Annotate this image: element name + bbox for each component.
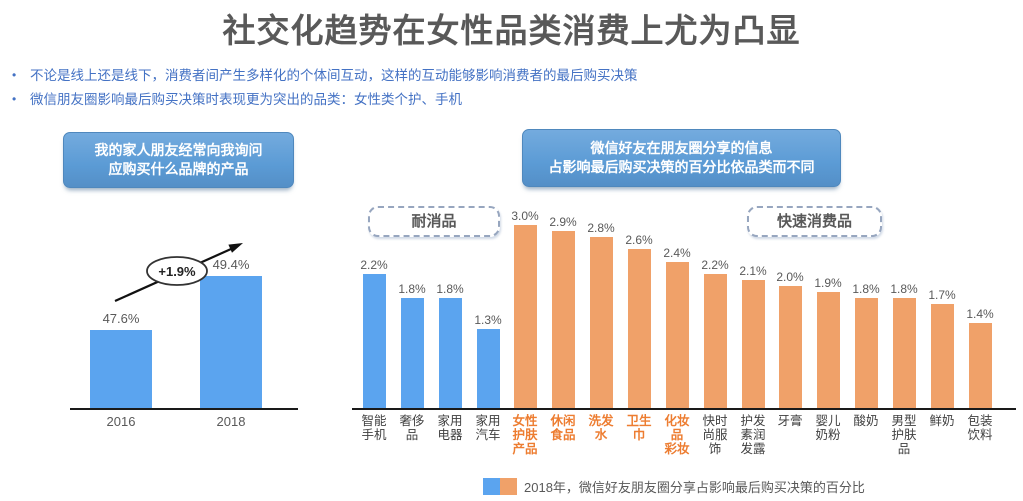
category-label: 快时 尚服 饰	[702, 414, 728, 456]
left-chart-header-box: 我的家人朋友经常向我询问 应购买什么品牌的产品	[63, 132, 294, 188]
category-label: 家用 汽车	[475, 414, 501, 442]
bar-value-label: 1.8%	[436, 282, 464, 296]
category-label: 护发 素润 发露	[740, 414, 766, 456]
bar	[893, 298, 916, 408]
legend: 2018年，微信好友朋友圈分享占影响最后购买决策的百分比	[483, 477, 865, 496]
bullet-list: • 不论是线上还是线下，消费者间产生多样化的个体间互动，这样的互动能够影响消费者…	[12, 67, 1002, 115]
bar	[552, 231, 575, 408]
fmcg-group-box: 快速消费品	[747, 206, 882, 237]
bar-value-label: 3.0%	[511, 209, 539, 223]
bar-value-label: 2.4%	[663, 246, 691, 260]
category-label: 女性 护肤 产品	[512, 414, 538, 456]
right-chart-header-line2: 占影响最后购买决策的百分比依品类而不同	[548, 159, 815, 175]
category-label: 男型 护肤 品	[891, 414, 917, 456]
category-label: 鲜奶	[929, 414, 955, 428]
left-chart-x-axis-line	[70, 408, 298, 410]
bar	[363, 274, 386, 408]
bar-value-label: 2.8%	[587, 221, 615, 235]
bar-value-label: 1.9%	[814, 276, 842, 290]
bar	[477, 329, 500, 408]
bar-value-label: 2.1%	[739, 264, 767, 278]
bullet-item: • 微信朋友圈影响最后购买决策时表现更为突出的品类：女性类个护、手机	[12, 91, 1002, 108]
bar	[704, 274, 727, 408]
year-label: 2016	[106, 414, 136, 429]
bar-value-label: 1.8%	[890, 282, 918, 296]
bar-value-label: 2.6%	[625, 233, 653, 247]
bar	[439, 298, 462, 408]
bar-value-label: 2.2%	[701, 258, 729, 272]
bar-value-label: 49.4%	[212, 257, 250, 272]
bar	[514, 225, 537, 408]
bar	[931, 304, 954, 408]
trend-arrow-head-icon	[228, 243, 243, 253]
category-label: 休闲 食品	[550, 414, 576, 442]
right-chart-x-axis-line	[352, 408, 1016, 410]
bar	[817, 292, 840, 408]
right-chart-header-line1: 微信好友在朋友圈分享的信息	[590, 140, 773, 156]
bar	[742, 280, 765, 408]
bullet-dot-icon: •	[12, 68, 17, 82]
bullet-item: • 不论是线上还是线下，消费者间产生多样化的个体间互动，这样的互动能够影响消费者…	[12, 67, 1002, 84]
legend-orange-swatch-icon	[500, 478, 517, 495]
category-label: 洗发 水	[588, 414, 614, 442]
page-title: 社交化趋势在女性品类消费上尤为凸显	[222, 12, 801, 49]
bar	[855, 298, 878, 408]
bar	[590, 237, 613, 408]
legend-blue-swatch-icon	[483, 478, 500, 495]
bar-value-label: 2.9%	[549, 215, 577, 229]
bar-value-label: 2.2%	[360, 258, 388, 272]
bullet-dot-icon: •	[12, 92, 17, 106]
bar	[779, 286, 802, 408]
durable-goods-group-box: 耐消品	[368, 206, 500, 237]
category-label: 包装 饮料	[967, 414, 993, 442]
bar	[628, 249, 651, 408]
left-chart-header-line2: 应购买什么品牌的产品	[108, 161, 249, 177]
bar-value-label: 1.8%	[852, 282, 880, 296]
category-label: 奢侈 品	[399, 414, 425, 442]
bar-value-label: 1.8%	[398, 282, 426, 296]
category-label: 化妆 品 彩妆	[664, 414, 690, 456]
category-label: 智能 手机	[361, 414, 387, 442]
bar	[969, 323, 992, 408]
annotation-ellipse	[146, 256, 208, 286]
right-chart-header-box: 微信好友在朋友圈分享的信息 占影响最后购买决策的百分比依品类而不同	[522, 129, 841, 187]
category-label: 卫生 巾	[626, 414, 652, 442]
category-label: 酸奶	[853, 414, 879, 428]
bar-value-label: 1.3%	[474, 313, 502, 327]
bar-value-label: 1.7%	[928, 288, 956, 302]
category-label: 家用 电器	[437, 414, 463, 442]
category-label: 牙膏	[777, 414, 803, 428]
annotation-text: +1.9%	[158, 264, 196, 279]
bar	[90, 330, 152, 408]
trend-arrow: +1.9%	[114, 243, 243, 303]
bar-value-label: 47.6%	[102, 311, 140, 326]
category-label: 婴儿 奶粉	[815, 414, 841, 442]
bar	[666, 262, 689, 408]
bar	[200, 276, 262, 408]
legend-text: 2018年，微信好友朋友圈分享占影响最后购买决策的百分比	[524, 480, 865, 495]
bar-value-label: 1.4%	[966, 307, 994, 321]
year-label: 2018	[216, 414, 246, 429]
bullet-text: 不论是线上还是线下，消费者间产生多样化的个体间互动，这样的互动能够影响消费者的最…	[30, 68, 638, 83]
bar-value-label: 2.0%	[776, 270, 804, 284]
bar	[401, 298, 424, 408]
left-chart-header-line1: 我的家人朋友经常向我询问	[94, 142, 263, 158]
bullet-text: 微信朋友圈影响最后购买决策时表现更为突出的品类：女性类个护、手机	[30, 92, 462, 107]
